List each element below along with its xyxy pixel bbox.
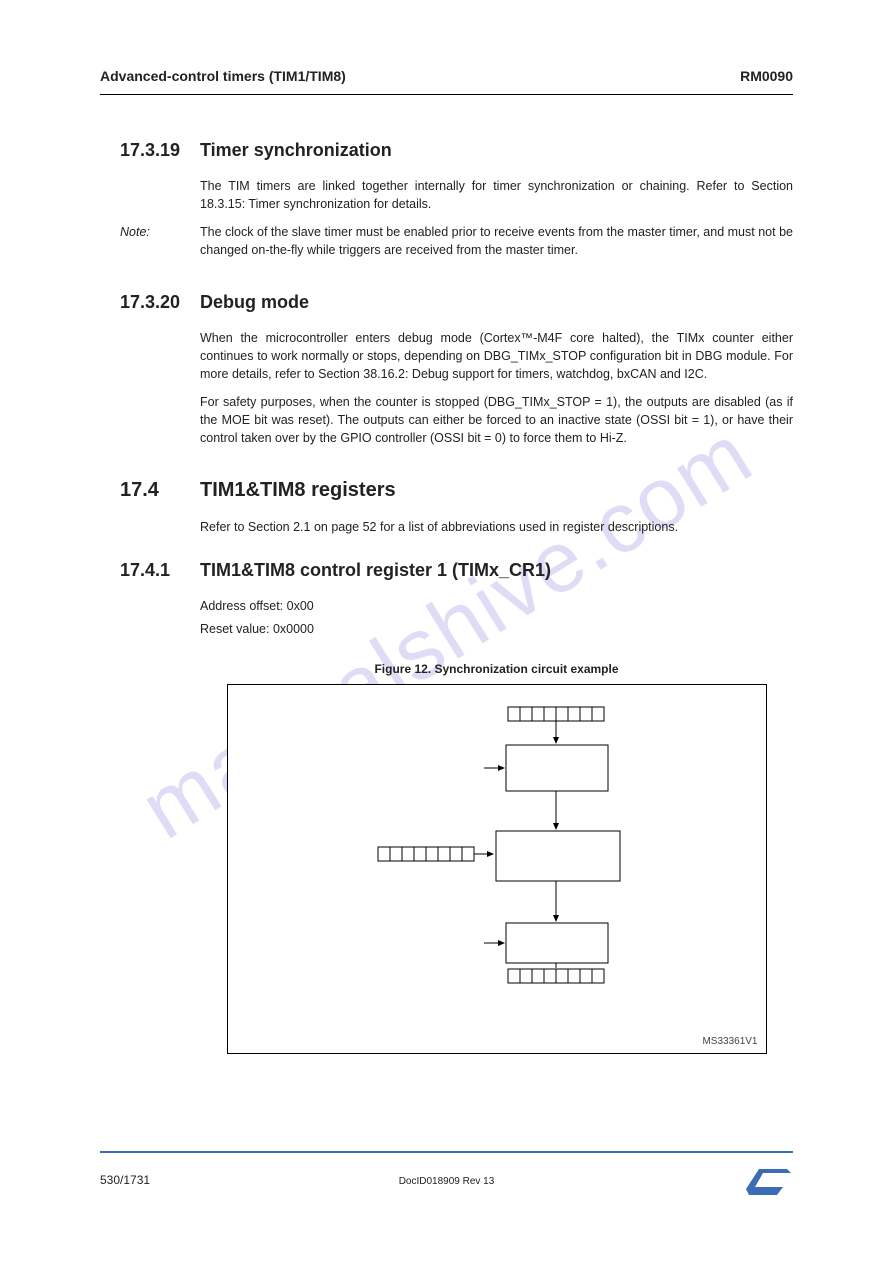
header-rule — [100, 94, 793, 95]
sec3-sub-num: 17.4.1 — [120, 560, 170, 581]
sec1-note: Note: The clock of the slave timer must … — [200, 223, 793, 259]
section-1: 17.3.19 Timer synchronization The TIM ti… — [200, 140, 793, 260]
box3 — [506, 923, 608, 963]
bot-bitarray — [508, 969, 604, 983]
footer-rule — [100, 1151, 793, 1153]
sec3-title: TIM1&TIM8 registers — [200, 479, 793, 502]
header-left: Advanced-control timers (TIM1/TIM8) — [100, 68, 346, 84]
sec2-num: 17.3.20 — [120, 292, 180, 313]
sec3-addr: Address offset: 0x00 — [200, 597, 793, 615]
mid-bitarray — [378, 847, 474, 861]
sec3-intro: Refer to Section 2.1 on page 52 for a li… — [200, 518, 793, 536]
box1 — [506, 745, 608, 791]
sec3-sub-title: TIM1&TIM8 control register 1 (TIMx_CR1) — [200, 560, 793, 581]
sec2-p2: For safety purposes, when the counter is… — [200, 393, 793, 447]
figure-box: MS33361V1 — [227, 684, 767, 1054]
box2 — [496, 831, 620, 881]
sec3-num: 17.4 — [120, 479, 159, 502]
sec2-title: Debug mode — [200, 292, 793, 313]
note-text: The clock of the slave timer must be ena… — [200, 225, 793, 257]
sec1-title: Timer synchronization — [200, 140, 793, 161]
header-right: RM0090 — [740, 68, 793, 84]
section-2: 17.3.20 Debug mode When the microcontrol… — [200, 292, 793, 448]
page: manualshive.com Advanced-control timers … — [0, 0, 893, 1263]
sec1-num: 17.3.19 — [120, 140, 180, 161]
subsection: 17.4.1 TIM1&TIM8 control register 1 (TIM… — [200, 560, 793, 637]
top-bitarray — [508, 707, 604, 721]
figure-caption: Figure 12. Synchronization circuit examp… — [200, 662, 793, 676]
sec2-p1: When the microcontroller enters debug mo… — [200, 329, 793, 383]
note-label: Note: — [120, 223, 150, 241]
diagram-svg — [228, 685, 768, 1055]
figure-id: MS33361V1 — [702, 1036, 757, 1047]
body: 17.3.19 Timer synchronization The TIM ti… — [200, 140, 793, 1054]
section-3: 17.4 TIM1&TIM8 registers Refer to Sectio… — [200, 479, 793, 637]
sec1-p1: The TIM timers are linked together inter… — [200, 177, 793, 213]
st-logo-icon — [743, 1165, 793, 1197]
sec3-reset: Reset value: 0x0000 — [200, 620, 793, 638]
